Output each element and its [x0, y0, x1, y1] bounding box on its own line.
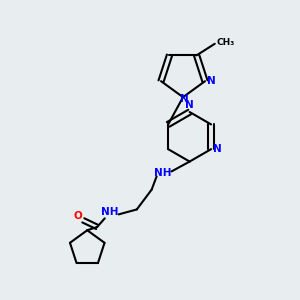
Text: NH: NH	[154, 168, 172, 178]
Text: N: N	[213, 144, 222, 154]
Text: N: N	[185, 100, 194, 110]
Text: CH₃: CH₃	[216, 38, 235, 46]
Text: N: N	[180, 94, 189, 104]
Text: NH: NH	[100, 207, 118, 217]
Text: N: N	[207, 76, 215, 86]
Text: O: O	[74, 212, 83, 221]
